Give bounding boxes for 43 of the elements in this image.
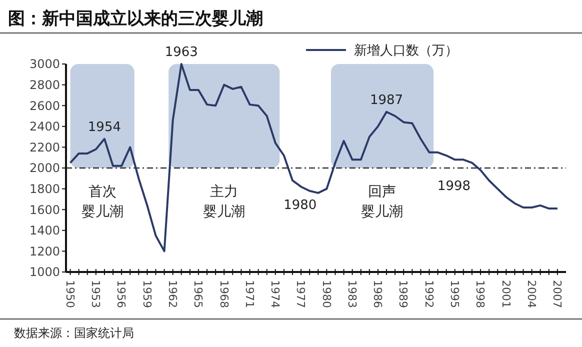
x-tick-label: 1983 [345,280,358,308]
x-tick-label: 1980 [320,280,333,308]
x-tick-label: 1974 [268,280,282,308]
annotation: 1954 [88,120,122,135]
x-tick-label: 2007 [550,280,564,308]
y-tick-label: 2400 [29,120,60,134]
x-tick-label: 1950 [63,280,76,308]
band-label: 主力婴儿潮 [203,184,246,220]
x-tick-label: 1959 [140,280,154,308]
x-tick-label: 1953 [89,280,102,308]
y-tick-label: 2200 [29,140,60,154]
y-tick-label: 1200 [29,244,60,258]
y-tick-label: 1600 [29,202,60,217]
legend-label: 新增人口数（万） [354,44,458,59]
chart-title: 图：新中国成立以来的三次婴儿潮 [8,9,263,29]
x-tick-label: 1986 [371,280,384,308]
annotation: 1987 [370,92,404,108]
annotation: 1998 [437,179,471,194]
y-tick-label: 1400 [29,224,60,238]
x-tick-label: 2001 [499,280,512,308]
band-label: 首次婴儿潮 [81,184,124,220]
band-label: 回声婴儿潮 [361,184,404,220]
y-tick-label: 2000 [29,161,60,176]
x-tick-label: 1968 [217,280,230,308]
y-tick-label: 2600 [29,98,60,113]
y-tick-label: 2800 [29,78,60,92]
y-tick-label: 1800 [29,182,60,196]
x-tick-label: 2004 [524,280,538,308]
x-tick-label: 1989 [396,280,410,308]
x-tick-label: 1956 [114,280,128,308]
x-tick-label: 1995 [448,280,462,308]
x-tick-label: 1998 [474,280,487,308]
x-tick-label: 1992 [422,280,436,308]
x-tick-label: 1965 [192,280,205,308]
x-tick-label: 1962 [166,280,179,308]
annotation: 1980 [284,198,317,213]
x-tick-label: 1977 [294,280,308,308]
y-tick-label: 3000 [29,57,60,72]
annotation: 1963 [164,45,198,60]
y-tick-label: 1000 [29,265,60,280]
x-tick-label: 1971 [242,280,256,308]
line-series [69,63,558,252]
source-note: 数据来源：国家统计局 [14,326,134,340]
